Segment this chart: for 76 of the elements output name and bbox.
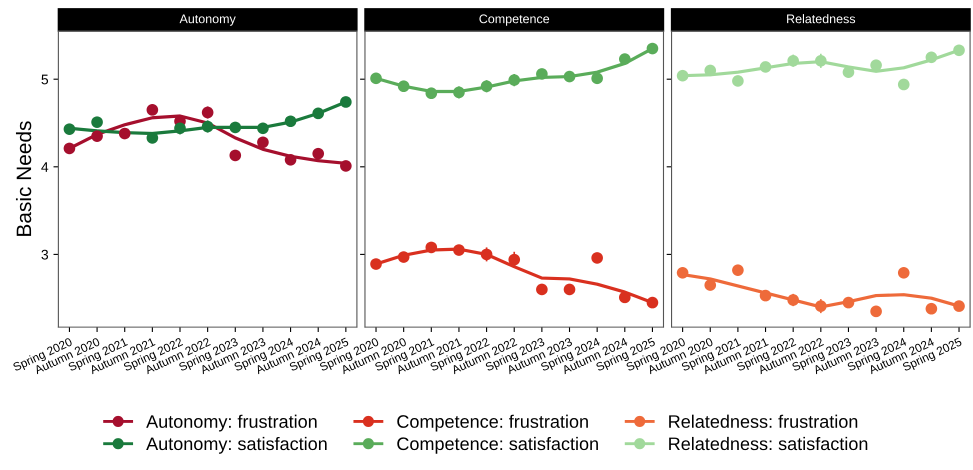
point: [425, 242, 438, 254]
point: [202, 106, 214, 118]
chart-title: Relatedness: [787, 14, 856, 24]
point: [815, 54, 827, 67]
point: [760, 61, 772, 73]
point: [202, 120, 214, 132]
point: [453, 86, 465, 98]
point: [508, 74, 520, 86]
point: [842, 66, 854, 78]
point: [370, 72, 382, 84]
point: [146, 104, 158, 116]
point: [926, 302, 938, 315]
point: [564, 284, 576, 296]
point: [312, 148, 324, 160]
y-tick-label: 5: [41, 74, 48, 84]
point: [618, 53, 631, 65]
legend-label: Autonomy: satisfaction: [146, 436, 327, 454]
point: [398, 80, 410, 92]
point: [174, 122, 186, 134]
point: [591, 72, 603, 84]
point: [618, 292, 631, 304]
point: [370, 258, 382, 270]
point: [480, 248, 492, 260]
point: [257, 136, 269, 148]
point: [591, 252, 603, 264]
legend-label: Relatedness: frustration: [669, 414, 858, 428]
y-tick-label: 3: [41, 250, 48, 260]
point: [760, 290, 772, 302]
point: [676, 266, 688, 279]
y-tick-label: 4: [41, 162, 48, 172]
point: [536, 284, 548, 296]
point: [646, 296, 658, 308]
chart-title: Competence: [479, 14, 550, 26]
point: [340, 160, 352, 172]
point: [646, 42, 658, 54]
point: [870, 306, 882, 318]
point: [787, 54, 799, 67]
point: [480, 80, 492, 92]
point: [926, 51, 938, 64]
chart-title: Autonomy: [180, 14, 236, 26]
point: [229, 150, 242, 162]
point: [229, 122, 242, 134]
point: [953, 44, 965, 56]
point: [787, 294, 799, 306]
point: [898, 78, 910, 90]
point: [815, 300, 827, 312]
point: [898, 266, 910, 279]
point: [870, 59, 882, 71]
legend-label: Competence: frustration: [397, 414, 588, 432]
point: [91, 130, 103, 142]
point: [564, 70, 576, 82]
point: [676, 70, 688, 82]
point: [508, 254, 520, 266]
legend-label: Competence: satisfaction: [397, 436, 598, 454]
point: [284, 115, 296, 128]
point: [64, 142, 76, 154]
point: [398, 251, 410, 263]
legend-label: Autonomy: frustration: [146, 414, 317, 432]
point: [425, 87, 438, 100]
point: [91, 116, 103, 128]
point: [704, 279, 716, 291]
point: [704, 64, 716, 76]
point: [953, 300, 965, 312]
y-axis-title: Basic Needs: [16, 121, 32, 236]
point: [340, 96, 352, 108]
point: [312, 108, 324, 120]
point: [536, 68, 548, 80]
point: [284, 154, 296, 166]
point: [64, 123, 76, 135]
legend-label: Relatedness: satisfaction: [669, 436, 868, 450]
point: [453, 244, 465, 256]
point: [118, 128, 131, 140]
point: [842, 296, 854, 308]
point: [732, 75, 744, 87]
point: [732, 264, 744, 276]
point: [257, 122, 269, 134]
